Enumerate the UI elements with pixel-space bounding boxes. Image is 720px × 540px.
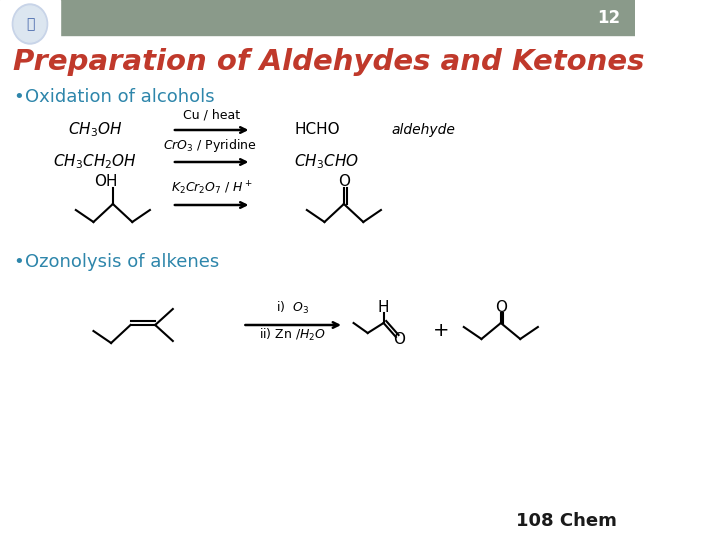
Text: •: •: [13, 88, 24, 106]
Text: $CrO_3$ / Pyridine: $CrO_3$ / Pyridine: [163, 137, 257, 154]
Bar: [0, 0, 60, 47]
Text: O: O: [393, 332, 405, 347]
Text: $K_2Cr_2O_7$ / $H^+$: $K_2Cr_2O_7$ / $H^+$: [171, 180, 253, 197]
Text: aldehyde: aldehyde: [391, 123, 455, 137]
Text: 108 Chem: 108 Chem: [516, 512, 617, 530]
Text: O: O: [338, 174, 350, 190]
Text: OH: OH: [94, 174, 117, 190]
Text: Oxidation of alcohols: Oxidation of alcohols: [24, 88, 215, 106]
Text: ⛉: ⛉: [26, 17, 34, 31]
Circle shape: [12, 4, 48, 44]
Text: $CH_3OH$: $CH_3OH$: [68, 120, 122, 139]
Circle shape: [14, 6, 46, 42]
Text: H: H: [378, 300, 390, 314]
Text: •: •: [13, 253, 24, 271]
Bar: [0, 0, 635, 35]
Text: Cu / heat: Cu / heat: [183, 109, 240, 122]
Text: 12: 12: [597, 9, 620, 27]
Text: $CH_3CHO$: $CH_3CHO$: [294, 153, 359, 171]
Text: Preparation of Aldehydes and Ketones: Preparation of Aldehydes and Ketones: [13, 48, 644, 76]
Text: O: O: [495, 300, 507, 314]
Text: +: +: [433, 321, 449, 340]
Text: $CH_3CH_2OH$: $CH_3CH_2OH$: [53, 153, 137, 171]
Text: Ozonolysis of alkenes: Ozonolysis of alkenes: [24, 253, 219, 271]
Text: HCHO: HCHO: [294, 123, 341, 138]
Text: i)  $O_3$: i) $O_3$: [276, 300, 310, 316]
Text: ii) Zn /$H_2O$: ii) Zn /$H_2O$: [259, 327, 326, 343]
